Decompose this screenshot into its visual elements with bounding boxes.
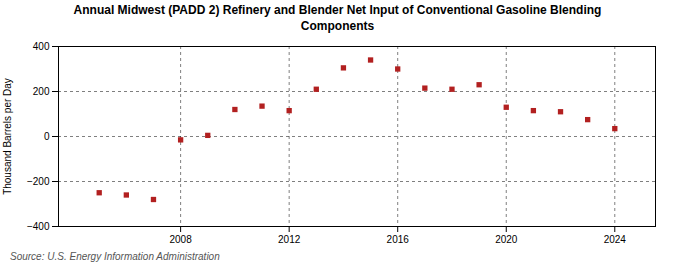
- svg-text:2008: 2008: [169, 234, 192, 245]
- svg-text:0: 0: [44, 131, 50, 142]
- html-text:Source: U.S. Energy Informatio: Source: U.S. Energy Information Administ…: [10, 251, 220, 263]
- svg-text:2020: 2020: [495, 234, 518, 245]
- html-text:Annual Midwest (PADD 2) Refine: Annual Midwest (PADD 2) Refinery and Ble…: [73, 3, 602, 33]
- svg-text:2016: 2016: [387, 234, 410, 245]
- svg-text:−200: −200: [27, 176, 50, 187]
- svg-text:Thousand Barrels per Day: Thousand Barrels per Day: [2, 78, 13, 195]
- svg-text:400: 400: [33, 41, 50, 52]
- svg-text:2024: 2024: [604, 234, 627, 245]
- svg-text:−400: −400: [27, 221, 50, 232]
- svg-text:200: 200: [33, 86, 50, 97]
- svg-text:2012: 2012: [278, 234, 301, 245]
